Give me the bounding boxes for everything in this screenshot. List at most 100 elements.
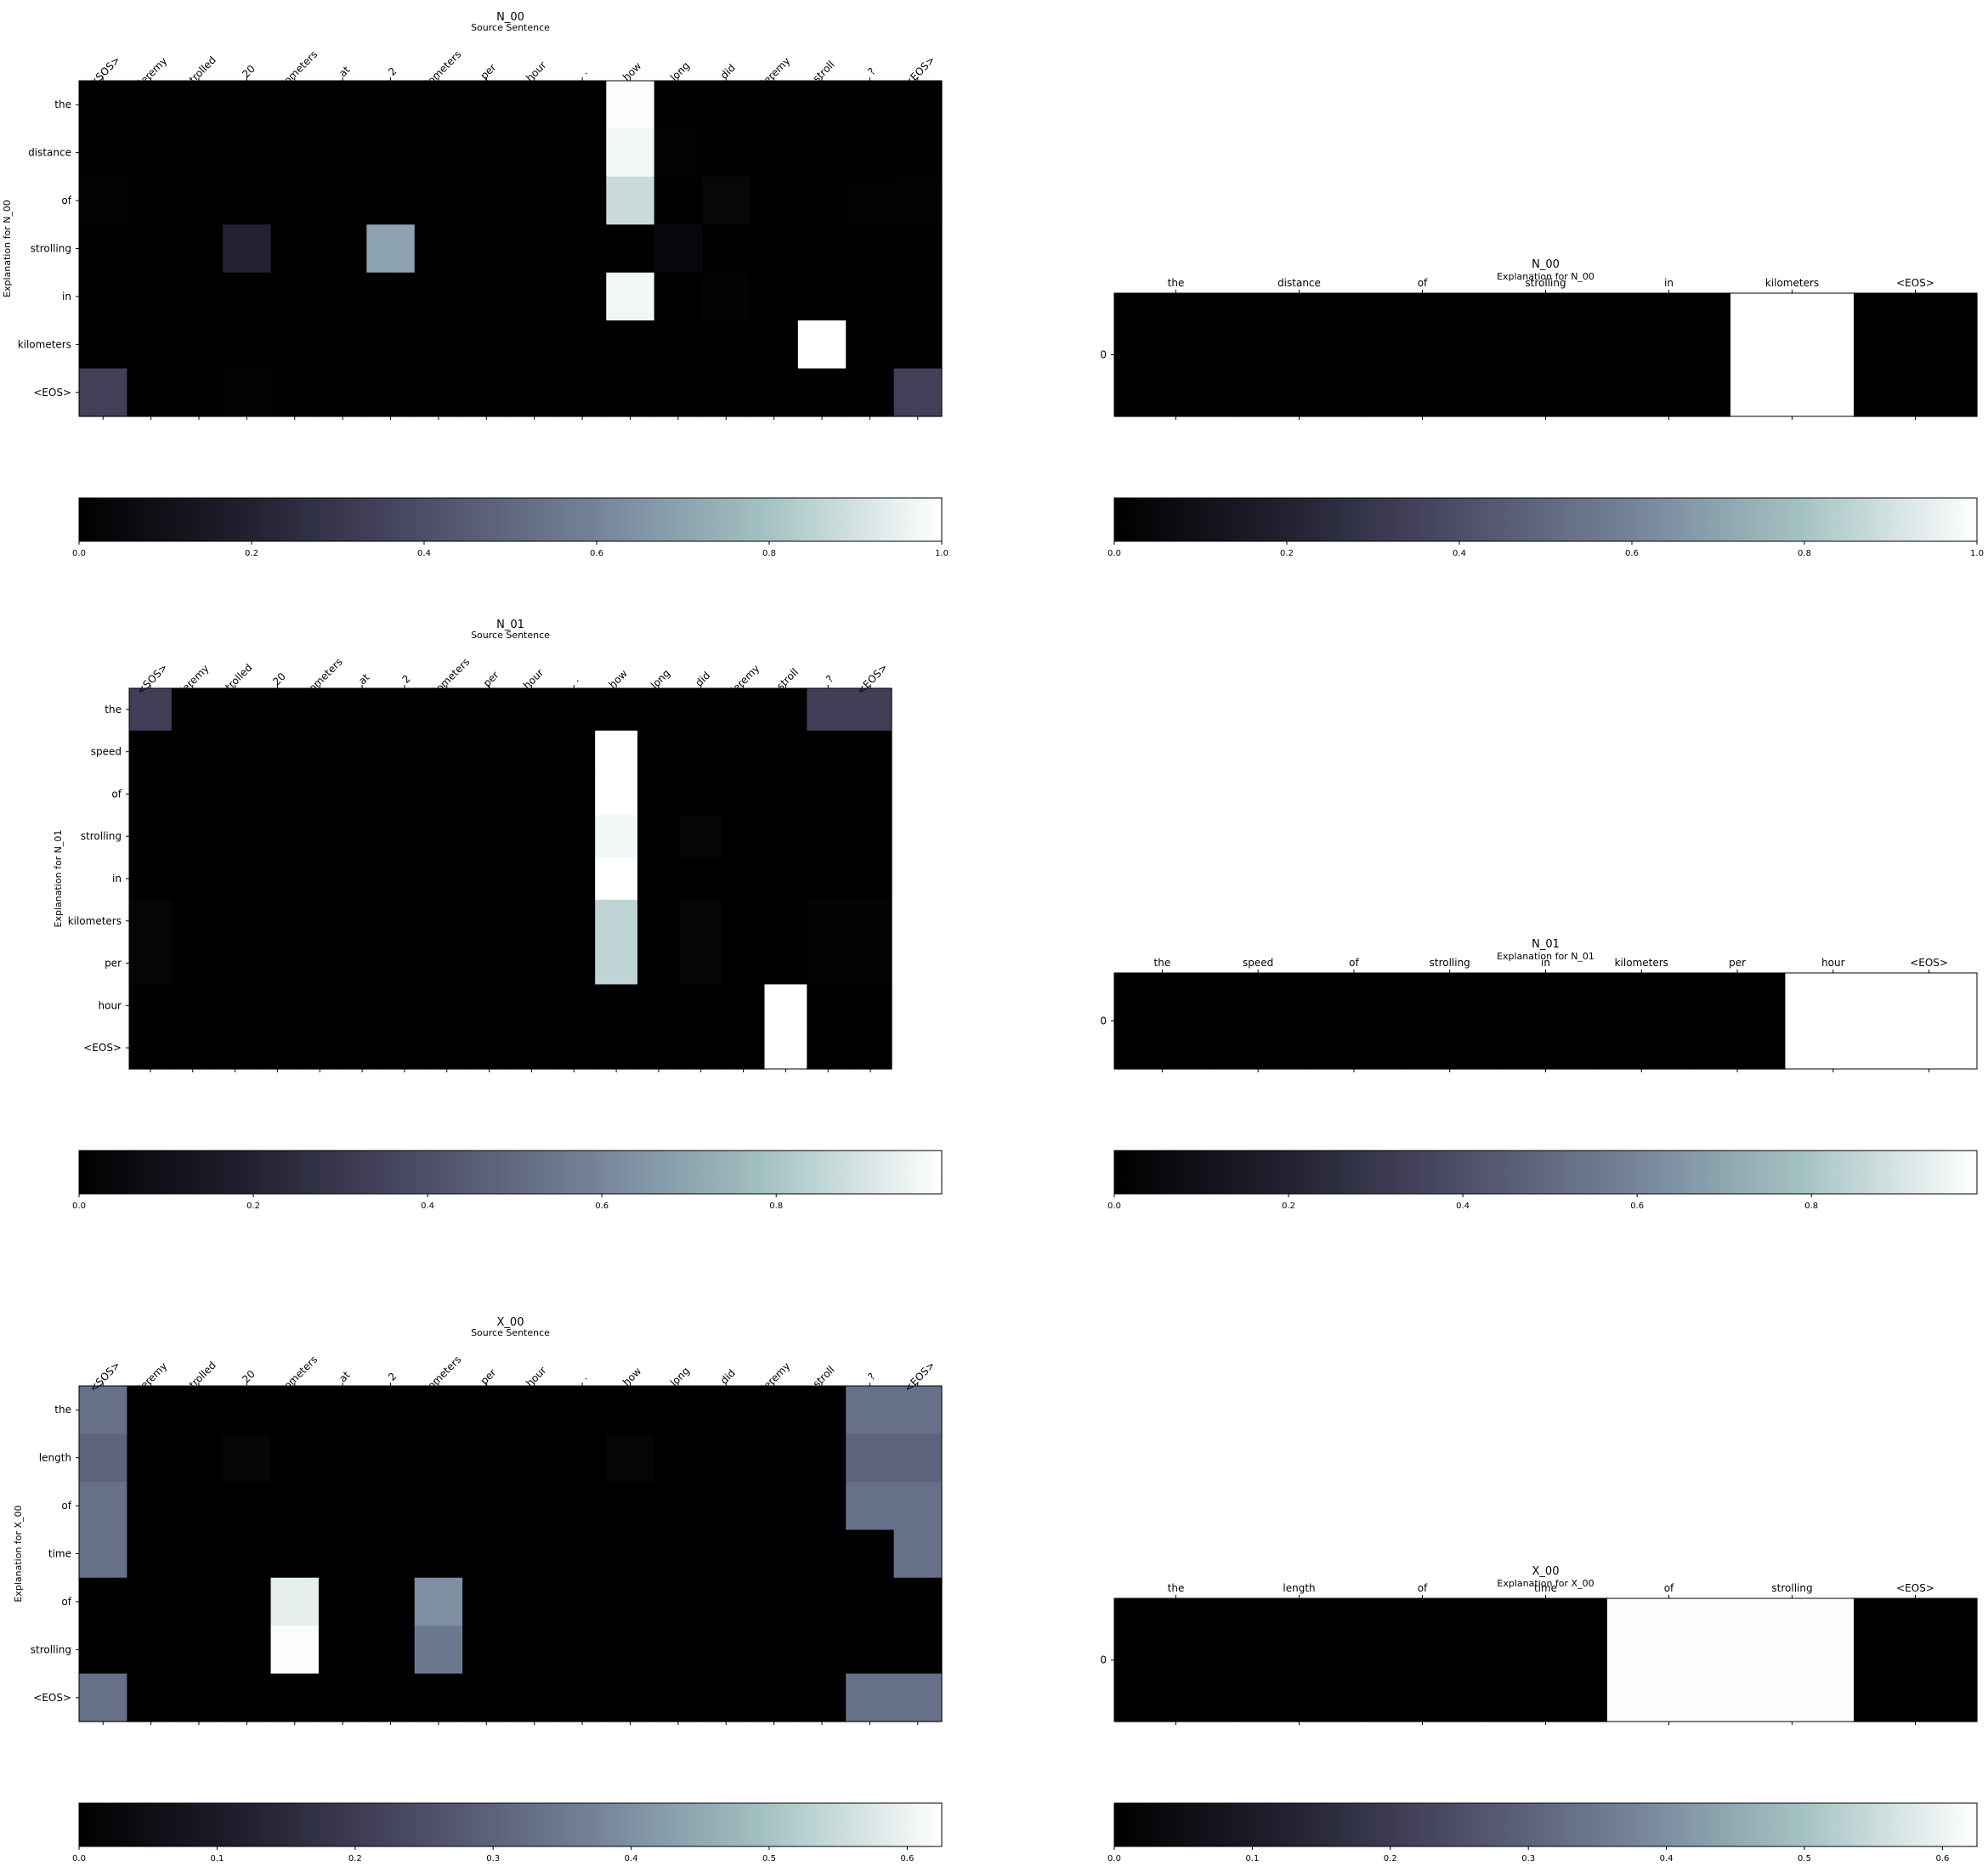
heatmap-cell xyxy=(552,899,596,943)
x-tick-label: per xyxy=(478,61,498,82)
heatmap-cell xyxy=(702,320,751,370)
heatmap-cell xyxy=(213,815,258,858)
colorbar-tick-label: 0.4 xyxy=(625,1854,638,1863)
heatmap-cell xyxy=(298,857,342,901)
colorbar-tick-label: 0.6 xyxy=(1630,1202,1644,1211)
heatmap-cell xyxy=(1498,973,1594,1070)
heatmap-cell xyxy=(270,1481,320,1530)
heatmap-cell xyxy=(270,1577,320,1626)
heatmap-cell xyxy=(807,1026,850,1070)
x-tick-label: strolling xyxy=(1430,957,1470,969)
x-tick-label: ? xyxy=(865,1371,877,1383)
heatmap-cell xyxy=(510,857,553,901)
heatmap-cell xyxy=(129,941,173,986)
heatmap-cell xyxy=(637,1026,681,1070)
heatmap-cell xyxy=(893,1626,943,1675)
heatmap-cell xyxy=(79,320,127,370)
heatmap-cell xyxy=(654,320,703,370)
heatmap-cell xyxy=(462,1577,512,1626)
heatmap-cell xyxy=(702,1673,751,1722)
x-tick-label: time xyxy=(1534,1582,1557,1594)
heatmap-cell xyxy=(366,272,416,321)
heatmap-cell xyxy=(764,941,807,986)
heatmap-cell xyxy=(318,320,367,370)
heatmap-cell xyxy=(797,176,847,225)
heatmap-cell xyxy=(467,984,512,1027)
heatmap-cell xyxy=(846,1626,895,1675)
heatmap-cell xyxy=(213,857,258,901)
chart-subtitle: Source Sentence xyxy=(471,22,550,33)
heatmap-cell xyxy=(174,1626,224,1675)
heatmap-cell xyxy=(383,984,427,1027)
heatmap-cell xyxy=(606,1530,655,1579)
heatmap-cell xyxy=(79,176,127,225)
heatmap-cell xyxy=(702,1386,751,1435)
heatmap-cell xyxy=(462,224,512,274)
x-tick-label: 2 xyxy=(399,673,412,686)
heatmap-cell xyxy=(383,688,427,732)
heatmap-cell xyxy=(467,941,512,986)
colorbar-tick-label: 0.4 xyxy=(421,1202,434,1211)
heatmap-cell xyxy=(270,81,320,130)
heatmap-cell xyxy=(341,899,384,943)
heatmap-cell xyxy=(129,688,173,732)
heatmap-cell xyxy=(797,128,847,178)
heatmap-cell xyxy=(366,368,416,417)
heatmap-cell xyxy=(462,1673,512,1722)
heatmap-cell xyxy=(414,1386,463,1435)
heatmap-cell xyxy=(722,688,766,732)
heatmap-cell xyxy=(510,899,553,943)
heatmap-cell xyxy=(298,941,342,986)
chart-subtitle: Explanation for N_00 xyxy=(1497,271,1594,282)
heatmap-cell xyxy=(298,772,342,816)
heatmap-cell xyxy=(510,1626,559,1675)
heatmap-cell xyxy=(893,224,943,274)
heatmap-cell xyxy=(256,857,299,901)
heatmap-cell xyxy=(552,730,596,774)
heatmap-cell xyxy=(1114,1598,1238,1722)
heatmap-cell xyxy=(846,368,895,417)
heatmap-cell xyxy=(1854,1598,1978,1722)
heatmap-cell xyxy=(79,368,127,417)
heatmap-cell xyxy=(606,1481,655,1530)
heatmap-cell xyxy=(558,1433,607,1483)
heatmap-cell xyxy=(637,815,681,858)
heatmap-cell xyxy=(366,224,416,274)
heatmap-cell xyxy=(558,1626,607,1675)
heatmap-cell xyxy=(606,368,655,417)
heatmap-cell xyxy=(1209,973,1307,1070)
heatmap-cell xyxy=(893,176,943,225)
y-axis-label: Explanation for X_00 xyxy=(13,1505,24,1602)
heatmap-cell xyxy=(298,1026,342,1070)
heatmap-cell xyxy=(807,772,850,816)
heatmap-cell xyxy=(702,128,751,178)
colorbar-tick-label: 0.0 xyxy=(72,549,86,558)
heatmap-cell xyxy=(171,1026,215,1070)
heatmap-cell xyxy=(129,772,173,816)
heatmap-cell xyxy=(1361,1598,1485,1722)
heatmap-cell xyxy=(750,176,799,225)
y-axis-label: Explanation for N_00 xyxy=(2,200,13,297)
heatmap-cell xyxy=(679,1026,723,1070)
heatmap-cell xyxy=(270,1433,320,1483)
heatmap-cell xyxy=(366,320,416,370)
y-tick-label: 0 xyxy=(1100,1654,1107,1666)
colorbar-tick-label: 0.3 xyxy=(1521,1854,1535,1863)
heatmap-cell xyxy=(606,224,655,274)
heatmap-cell xyxy=(846,1433,895,1483)
heatmap-cell xyxy=(679,772,723,816)
colorbar-tick-label: 0.0 xyxy=(1107,1202,1121,1211)
heatmap-cell xyxy=(1785,973,1882,1070)
heatmap-cell xyxy=(129,857,173,901)
heatmap-cell xyxy=(462,1481,512,1530)
x-tick-label: how xyxy=(620,1365,644,1388)
heatmap-cell xyxy=(558,176,607,225)
colorbar-tick-label: 1.0 xyxy=(1970,549,1984,558)
y-tick-label: <EOS> xyxy=(83,1042,122,1054)
heatmap-cell xyxy=(764,772,807,816)
heatmap-cell xyxy=(79,1530,127,1579)
heatmap-cell xyxy=(702,1481,751,1530)
